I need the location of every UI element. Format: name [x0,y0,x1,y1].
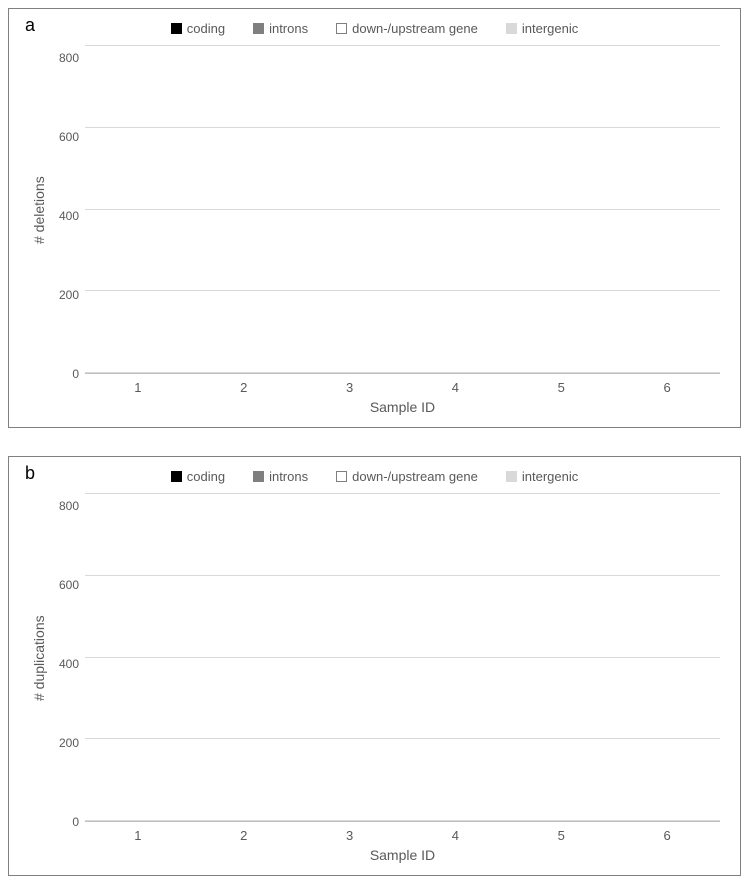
legend-item-updown: down-/upstream gene [336,469,478,484]
plotarea-b [85,494,720,822]
gridline [85,209,720,210]
xaxis-b: 1 2 3 4 5 6 [85,828,720,843]
xtick-label: 3 [346,380,353,395]
ytick-label: 0 [72,816,79,828]
xtick-label: 4 [452,828,459,843]
ytick-label: 600 [59,131,79,143]
plotarea-a [85,46,720,374]
legend-item-intergenic: intergenic [506,21,578,36]
legend-swatch-introns [253,471,264,482]
legend-label-updown: down-/upstream gene [352,469,478,484]
xaxis-a: 1 2 3 4 5 6 [85,380,720,395]
ytick-label: 600 [59,579,79,591]
ytick-label: 200 [59,737,79,749]
xtick-label: 6 [663,380,670,395]
legend-label-coding: coding [187,21,225,36]
xtick-label: 1 [134,828,141,843]
xtick-label: 3 [346,828,353,843]
legend-item-updown: down-/upstream gene [336,21,478,36]
xtick-label: 5 [558,828,565,843]
legend-swatch-coding [171,471,182,482]
ytick-label: 800 [59,500,79,512]
legend-item-coding: coding [171,21,225,36]
gridline [85,738,720,739]
gridline [85,820,720,821]
bars-b [85,494,720,821]
legend-swatch-intergenic [506,471,517,482]
ylabel-b: # duplications [29,494,49,822]
gridline [85,575,720,576]
legend-label-intergenic: intergenic [522,21,578,36]
panel-b: b coding introns down-/upstream gene interg… [8,456,741,876]
legend-label-updown: down-/upstream gene [352,21,478,36]
xtick-label: 1 [134,380,141,395]
xtick-label: 4 [452,380,459,395]
xtick-label: 6 [663,828,670,843]
gridline [85,372,720,373]
gridline [85,45,720,46]
ytick-label: 400 [59,210,79,222]
panel-a-label: a [25,15,35,36]
plot-row-a: # deletions 8006004002000 [29,46,720,374]
yaxis-a: 8006004002000 [49,46,85,374]
xtick-label: 5 [558,380,565,395]
ytick-label: 200 [59,289,79,301]
gridline [85,493,720,494]
legend-label-introns: introns [269,469,308,484]
ytick-label: 0 [72,368,79,380]
panel-b-label: b [25,463,35,484]
legend-label-intergenic: intergenic [522,469,578,484]
legend-swatch-updown [336,471,347,482]
ytick-label: 800 [59,52,79,64]
legend-item-introns: introns [253,469,308,484]
legend-a: coding introns down-/upstream gene intergen… [29,21,720,36]
xlabel-b: Sample ID [85,847,720,863]
legend-swatch-coding [171,23,182,34]
xtick-label: 2 [240,380,247,395]
xtick-label: 2 [240,828,247,843]
gridline [85,127,720,128]
legend-swatch-updown [336,23,347,34]
panel-a: a coding introns down-/upstream gene interg… [8,8,741,428]
bars-a [85,46,720,373]
legend-label-introns: introns [269,21,308,36]
ylabel-a: # deletions [29,46,49,374]
ytick-label: 400 [59,658,79,670]
legend-swatch-introns [253,23,264,34]
gridline [85,657,720,658]
legend-b: coding introns down-/upstream gene intergen… [29,469,720,484]
legend-item-introns: introns [253,21,308,36]
legend-item-coding: coding [171,469,225,484]
yaxis-b: 8006004002000 [49,494,85,822]
plot-row-b: # duplications 8006004002000 [29,494,720,822]
xlabel-a: Sample ID [85,399,720,415]
figure-container: a coding introns down-/upstream gene interg… [0,0,749,894]
gridline [85,290,720,291]
legend-swatch-intergenic [506,23,517,34]
legend-item-intergenic: intergenic [506,469,578,484]
legend-label-coding: coding [187,469,225,484]
